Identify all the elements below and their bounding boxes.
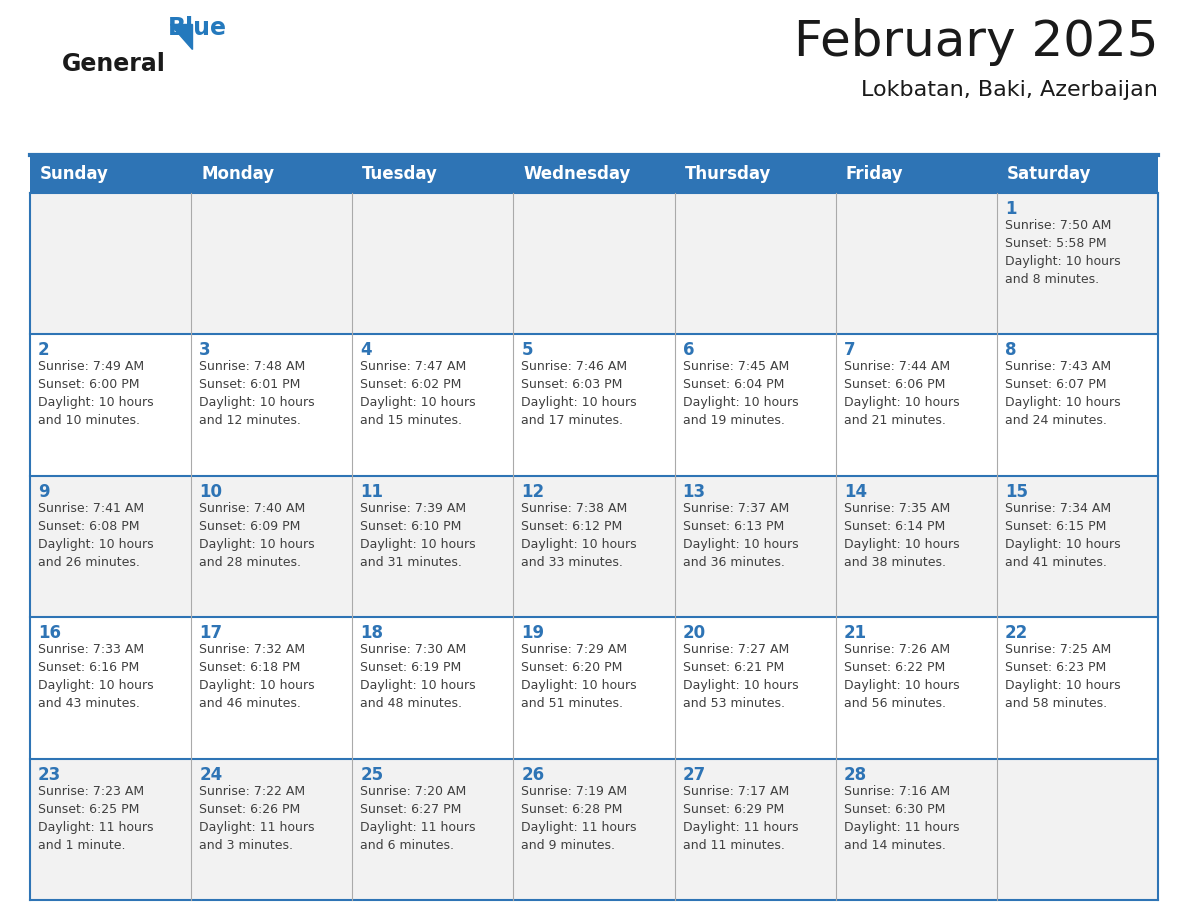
- Text: 14: 14: [843, 483, 867, 501]
- Text: 18: 18: [360, 624, 384, 643]
- Text: Sunrise: 7:41 AM
Sunset: 6:08 PM
Daylight: 10 hours
and 26 minutes.: Sunrise: 7:41 AM Sunset: 6:08 PM Dayligh…: [38, 502, 153, 569]
- Text: General: General: [62, 52, 166, 76]
- Text: 12: 12: [522, 483, 544, 501]
- Text: Sunrise: 7:32 AM
Sunset: 6:18 PM
Daylight: 10 hours
and 46 minutes.: Sunrise: 7:32 AM Sunset: 6:18 PM Dayligh…: [200, 644, 315, 711]
- Text: Sunrise: 7:47 AM
Sunset: 6:02 PM
Daylight: 10 hours
and 15 minutes.: Sunrise: 7:47 AM Sunset: 6:02 PM Dayligh…: [360, 361, 476, 428]
- Bar: [30, 334, 1158, 476]
- Text: 3: 3: [200, 341, 210, 360]
- Text: Thursday: Thursday: [684, 165, 771, 183]
- Text: Sunrise: 7:49 AM
Sunset: 6:00 PM
Daylight: 10 hours
and 10 minutes.: Sunrise: 7:49 AM Sunset: 6:00 PM Dayligh…: [38, 361, 153, 428]
- Text: Sunrise: 7:43 AM
Sunset: 6:07 PM
Daylight: 10 hours
and 24 minutes.: Sunrise: 7:43 AM Sunset: 6:07 PM Dayligh…: [1005, 361, 1120, 428]
- Text: 2: 2: [38, 341, 50, 360]
- Bar: [30, 193, 1158, 334]
- Text: Sunrise: 7:35 AM
Sunset: 6:14 PM
Daylight: 10 hours
and 38 minutes.: Sunrise: 7:35 AM Sunset: 6:14 PM Dayligh…: [843, 502, 960, 569]
- Text: 20: 20: [683, 624, 706, 643]
- Text: Sunrise: 7:46 AM
Sunset: 6:03 PM
Daylight: 10 hours
and 17 minutes.: Sunrise: 7:46 AM Sunset: 6:03 PM Dayligh…: [522, 361, 637, 428]
- Text: 9: 9: [38, 483, 50, 501]
- Text: Sunrise: 7:33 AM
Sunset: 6:16 PM
Daylight: 10 hours
and 43 minutes.: Sunrise: 7:33 AM Sunset: 6:16 PM Dayligh…: [38, 644, 153, 711]
- Text: Sunrise: 7:17 AM
Sunset: 6:29 PM
Daylight: 11 hours
and 11 minutes.: Sunrise: 7:17 AM Sunset: 6:29 PM Dayligh…: [683, 785, 798, 852]
- Text: Sunrise: 7:40 AM
Sunset: 6:09 PM
Daylight: 10 hours
and 28 minutes.: Sunrise: 7:40 AM Sunset: 6:09 PM Dayligh…: [200, 502, 315, 569]
- Text: Sunrise: 7:25 AM
Sunset: 6:23 PM
Daylight: 10 hours
and 58 minutes.: Sunrise: 7:25 AM Sunset: 6:23 PM Dayligh…: [1005, 644, 1120, 711]
- Text: Wednesday: Wednesday: [524, 165, 631, 183]
- Text: Sunrise: 7:37 AM
Sunset: 6:13 PM
Daylight: 10 hours
and 36 minutes.: Sunrise: 7:37 AM Sunset: 6:13 PM Dayligh…: [683, 502, 798, 569]
- Text: Sunrise: 7:22 AM
Sunset: 6:26 PM
Daylight: 11 hours
and 3 minutes.: Sunrise: 7:22 AM Sunset: 6:26 PM Dayligh…: [200, 785, 315, 852]
- Text: Sunrise: 7:50 AM
Sunset: 5:58 PM
Daylight: 10 hours
and 8 minutes.: Sunrise: 7:50 AM Sunset: 5:58 PM Dayligh…: [1005, 219, 1120, 286]
- Bar: [30, 155, 1158, 193]
- Text: 27: 27: [683, 766, 706, 784]
- Text: Blue: Blue: [168, 16, 227, 40]
- Text: 16: 16: [38, 624, 61, 643]
- Text: Sunrise: 7:39 AM
Sunset: 6:10 PM
Daylight: 10 hours
and 31 minutes.: Sunrise: 7:39 AM Sunset: 6:10 PM Dayligh…: [360, 502, 476, 569]
- Text: Sunrise: 7:34 AM
Sunset: 6:15 PM
Daylight: 10 hours
and 41 minutes.: Sunrise: 7:34 AM Sunset: 6:15 PM Dayligh…: [1005, 502, 1120, 569]
- Text: Sunrise: 7:38 AM
Sunset: 6:12 PM
Daylight: 10 hours
and 33 minutes.: Sunrise: 7:38 AM Sunset: 6:12 PM Dayligh…: [522, 502, 637, 569]
- Text: 19: 19: [522, 624, 544, 643]
- Text: 4: 4: [360, 341, 372, 360]
- Text: 25: 25: [360, 766, 384, 784]
- Text: 26: 26: [522, 766, 544, 784]
- Text: 7: 7: [843, 341, 855, 360]
- Text: 6: 6: [683, 341, 694, 360]
- Text: Sunrise: 7:27 AM
Sunset: 6:21 PM
Daylight: 10 hours
and 53 minutes.: Sunrise: 7:27 AM Sunset: 6:21 PM Dayligh…: [683, 644, 798, 711]
- Text: 21: 21: [843, 624, 867, 643]
- Bar: [30, 758, 1158, 900]
- Bar: [30, 617, 1158, 758]
- Text: 5: 5: [522, 341, 533, 360]
- Text: 11: 11: [360, 483, 384, 501]
- Text: 28: 28: [843, 766, 867, 784]
- Text: 8: 8: [1005, 341, 1017, 360]
- Text: 22: 22: [1005, 624, 1028, 643]
- Text: 17: 17: [200, 624, 222, 643]
- Text: Tuesday: Tuesday: [362, 165, 438, 183]
- Text: 1: 1: [1005, 200, 1017, 218]
- Text: 23: 23: [38, 766, 62, 784]
- Text: Sunrise: 7:23 AM
Sunset: 6:25 PM
Daylight: 11 hours
and 1 minute.: Sunrise: 7:23 AM Sunset: 6:25 PM Dayligh…: [38, 785, 153, 852]
- Text: 24: 24: [200, 766, 222, 784]
- Text: Sunrise: 7:19 AM
Sunset: 6:28 PM
Daylight: 11 hours
and 9 minutes.: Sunrise: 7:19 AM Sunset: 6:28 PM Dayligh…: [522, 785, 637, 852]
- Text: 15: 15: [1005, 483, 1028, 501]
- Bar: [30, 476, 1158, 617]
- Text: Sunrise: 7:29 AM
Sunset: 6:20 PM
Daylight: 10 hours
and 51 minutes.: Sunrise: 7:29 AM Sunset: 6:20 PM Dayligh…: [522, 644, 637, 711]
- Text: Sunrise: 7:26 AM
Sunset: 6:22 PM
Daylight: 10 hours
and 56 minutes.: Sunrise: 7:26 AM Sunset: 6:22 PM Dayligh…: [843, 644, 960, 711]
- Polygon shape: [170, 24, 192, 49]
- Text: Sunrise: 7:44 AM
Sunset: 6:06 PM
Daylight: 10 hours
and 21 minutes.: Sunrise: 7:44 AM Sunset: 6:06 PM Dayligh…: [843, 361, 960, 428]
- Text: Monday: Monday: [201, 165, 274, 183]
- Text: Saturday: Saturday: [1007, 165, 1092, 183]
- Text: 13: 13: [683, 483, 706, 501]
- Text: Sunrise: 7:16 AM
Sunset: 6:30 PM
Daylight: 11 hours
and 14 minutes.: Sunrise: 7:16 AM Sunset: 6:30 PM Dayligh…: [843, 785, 959, 852]
- Text: Sunrise: 7:45 AM
Sunset: 6:04 PM
Daylight: 10 hours
and 19 minutes.: Sunrise: 7:45 AM Sunset: 6:04 PM Dayligh…: [683, 361, 798, 428]
- Text: Sunday: Sunday: [40, 165, 109, 183]
- Text: Sunrise: 7:30 AM
Sunset: 6:19 PM
Daylight: 10 hours
and 48 minutes.: Sunrise: 7:30 AM Sunset: 6:19 PM Dayligh…: [360, 644, 476, 711]
- Text: Lokbatan, Baki, Azerbaijan: Lokbatan, Baki, Azerbaijan: [861, 80, 1158, 100]
- Text: Friday: Friday: [846, 165, 903, 183]
- Text: Sunrise: 7:48 AM
Sunset: 6:01 PM
Daylight: 10 hours
and 12 minutes.: Sunrise: 7:48 AM Sunset: 6:01 PM Dayligh…: [200, 361, 315, 428]
- Text: February 2025: February 2025: [794, 18, 1158, 66]
- Text: 10: 10: [200, 483, 222, 501]
- Text: Sunrise: 7:20 AM
Sunset: 6:27 PM
Daylight: 11 hours
and 6 minutes.: Sunrise: 7:20 AM Sunset: 6:27 PM Dayligh…: [360, 785, 475, 852]
